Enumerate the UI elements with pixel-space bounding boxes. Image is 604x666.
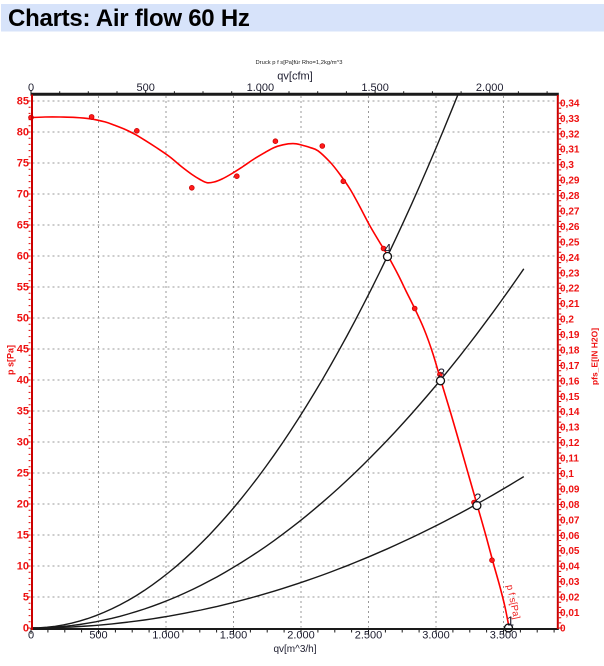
svg-text:500: 500 [137, 82, 155, 94]
svg-text:50: 50 [17, 313, 29, 325]
svg-text:0,07: 0,07 [560, 515, 580, 526]
svg-text:0,1: 0,1 [560, 469, 574, 480]
svg-text:2.500: 2.500 [355, 630, 383, 642]
svg-text:500: 500 [89, 630, 107, 642]
svg-text:15: 15 [17, 530, 29, 542]
svg-text:4: 4 [384, 241, 391, 256]
svg-text:0,12: 0,12 [560, 438, 580, 449]
svg-text:0,17: 0,17 [560, 361, 580, 372]
svg-text:0,03: 0,03 [560, 577, 580, 588]
svg-text:2: 2 [474, 491, 481, 506]
svg-text:1.500: 1.500 [220, 630, 248, 642]
svg-text:0,18: 0,18 [560, 346, 580, 357]
svg-text:3.500: 3.500 [490, 630, 518, 642]
svg-text:5: 5 [23, 592, 29, 604]
svg-text:0,29: 0,29 [560, 176, 580, 187]
svg-text:0,21: 0,21 [560, 299, 580, 310]
svg-text:0,25: 0,25 [560, 237, 580, 248]
svg-text:pfs_E[IN H2O]: pfs_E[IN H2O] [590, 328, 600, 385]
svg-text:2.000: 2.000 [287, 630, 315, 642]
svg-text:0,01: 0,01 [560, 608, 580, 619]
svg-text:0,09: 0,09 [560, 484, 580, 495]
svg-text:2.000: 2.000 [476, 82, 504, 94]
svg-text:65: 65 [17, 220, 29, 232]
svg-text:qv[cfm]: qv[cfm] [277, 71, 312, 83]
svg-text:1.000: 1.000 [247, 82, 275, 94]
svg-text:85: 85 [17, 96, 29, 108]
svg-text:0,26: 0,26 [560, 222, 580, 233]
svg-text:0: 0 [560, 623, 566, 634]
svg-text:55: 55 [17, 282, 29, 294]
svg-text:0,13: 0,13 [560, 423, 580, 434]
svg-text:0,23: 0,23 [560, 268, 580, 279]
svg-text:0,3: 0,3 [560, 160, 574, 171]
svg-text:0,27: 0,27 [560, 207, 580, 218]
svg-text:75: 75 [17, 158, 29, 170]
svg-text:45: 45 [17, 344, 29, 356]
svg-text:25: 25 [17, 468, 29, 480]
svg-text:0,15: 0,15 [560, 392, 580, 403]
svg-text:0,31: 0,31 [560, 145, 580, 156]
svg-text:Druck p f s[Pa]für Rho=1,2kg/m: Druck p f s[Pa]für Rho=1,2kg/m^3 [256, 60, 343, 66]
svg-text:0,19: 0,19 [560, 330, 580, 341]
svg-text:0,11: 0,11 [560, 454, 579, 465]
svg-text:0: 0 [28, 82, 34, 94]
svg-text:0,2: 0,2 [560, 315, 574, 326]
svg-text:0,08: 0,08 [560, 500, 580, 511]
svg-text:40: 40 [17, 375, 29, 387]
svg-text:0: 0 [23, 623, 29, 635]
svg-text:30: 30 [17, 437, 29, 449]
svg-text:p s[Pa]: p s[Pa] [6, 345, 16, 375]
svg-text:20: 20 [17, 499, 29, 511]
svg-text:0,34: 0,34 [560, 98, 580, 109]
svg-text:0: 0 [28, 630, 34, 642]
svg-text:0,33: 0,33 [560, 114, 580, 125]
svg-text:Charts: Air flow 60 Hz: Charts: Air flow 60 Hz [8, 5, 250, 32]
svg-text:1.500: 1.500 [361, 82, 389, 94]
svg-text:0,22: 0,22 [560, 284, 580, 295]
svg-text:0,32: 0,32 [560, 129, 580, 140]
svg-text:80: 80 [17, 127, 29, 139]
svg-text:0,04: 0,04 [560, 562, 580, 573]
svg-text:0,14: 0,14 [560, 407, 580, 418]
svg-text:1.000: 1.000 [152, 630, 180, 642]
svg-text:0,05: 0,05 [560, 546, 580, 557]
svg-text:1: 1 [507, 614, 514, 629]
svg-text:0,28: 0,28 [560, 191, 580, 202]
svg-text:0,16: 0,16 [560, 376, 580, 387]
svg-text:35: 35 [17, 406, 29, 418]
svg-text:3: 3 [438, 366, 445, 381]
svg-text:10: 10 [17, 561, 29, 573]
svg-text:3.000: 3.000 [422, 630, 450, 642]
svg-text:60: 60 [17, 251, 29, 263]
svg-text:70: 70 [17, 189, 29, 201]
svg-text:0,06: 0,06 [560, 531, 580, 542]
svg-text:0,24: 0,24 [560, 253, 580, 264]
svg-text:qv[m^3/h]: qv[m^3/h] [273, 644, 316, 655]
svg-text:0,02: 0,02 [560, 593, 580, 604]
